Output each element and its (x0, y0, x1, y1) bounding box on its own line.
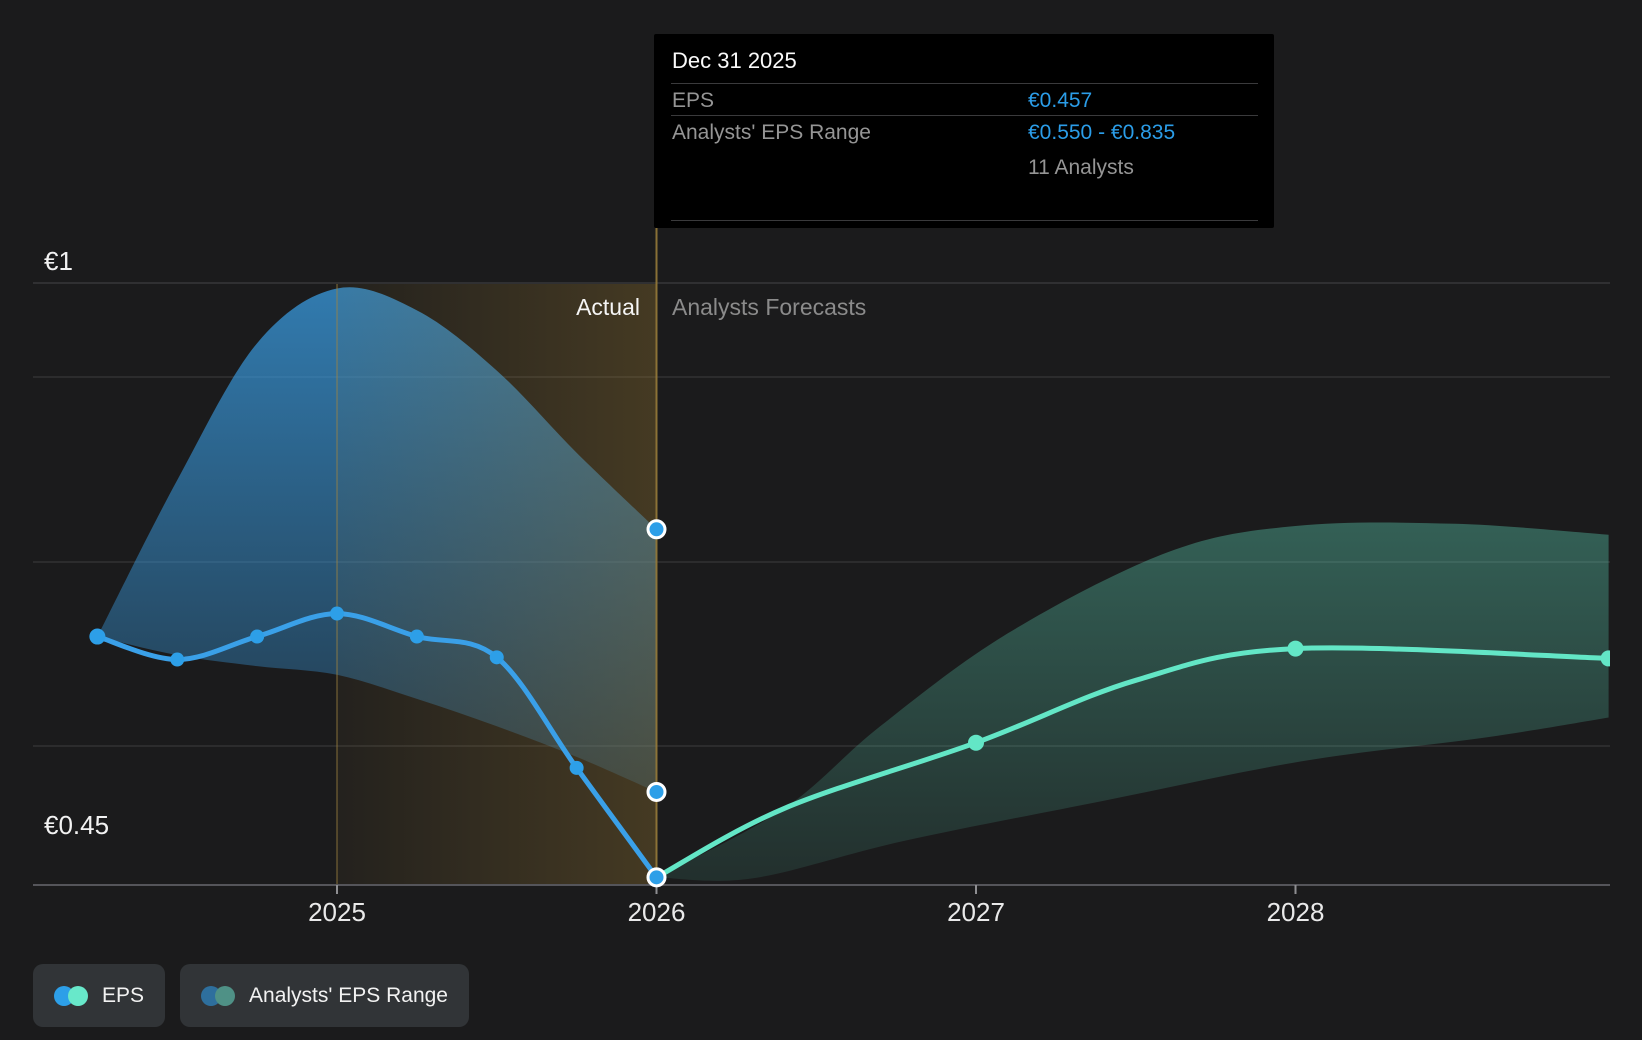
actual-section-label: Actual (576, 294, 640, 320)
tooltip-range-value: €0.550 - €0.835 (1028, 121, 1176, 144)
tooltip-analyst-count: 11 Analysts (1028, 156, 1134, 179)
legend-item-eps[interactable]: EPS (33, 964, 166, 1027)
legend: EPS Analysts' EPS Range (33, 964, 469, 1027)
tooltip-divider (671, 220, 1258, 221)
x-axis-label-2027: 2027 (947, 897, 1005, 927)
y-axis-label-max: €1 (44, 246, 73, 276)
tooltip-divider (671, 83, 1258, 84)
eps-range-legend-icon (201, 985, 236, 1006)
forecast-section-label: Analysts Forecasts (672, 294, 867, 320)
eps-legend-icon (54, 985, 88, 1006)
x-axis-label-2025: 2025 (308, 897, 366, 927)
x-axis-label-2026: 2026 (627, 897, 686, 927)
legend-item-eps-range[interactable]: Analysts' EPS Range (180, 964, 469, 1027)
hover-tooltip: Dec 31 2025 EPS €0.457 Analysts' EPS Ran… (654, 34, 1274, 228)
legend-item-label: Analysts' EPS Range (249, 983, 448, 1007)
tooltip-divider (671, 115, 1258, 116)
tooltip-eps-value: €0.457 (1028, 89, 1093, 112)
y-axis-label-min: €0.45 (44, 810, 110, 840)
legend-item-label: EPS (102, 983, 145, 1007)
tooltip-range-label: Analysts' EPS Range (672, 121, 871, 144)
x-axis-label-2028: 2028 (1266, 897, 1325, 927)
tooltip-eps-label: EPS (672, 89, 715, 112)
tooltip-date: Dec 31 2025 (672, 48, 797, 73)
